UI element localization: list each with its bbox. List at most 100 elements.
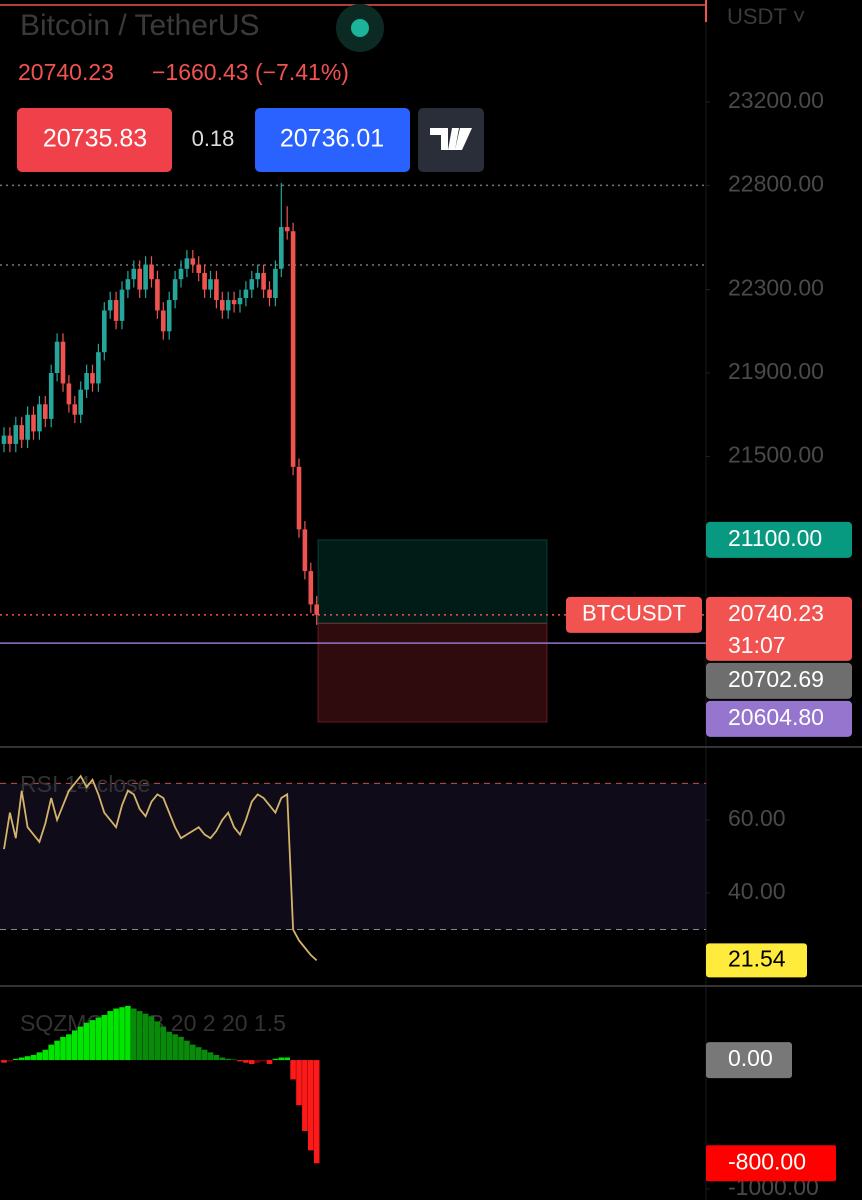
price-badge <box>706 521 852 558</box>
buy-button[interactable] <box>255 108 410 172</box>
momentum-bar <box>48 1044 54 1061</box>
y-tick-label: 23200.00 <box>728 87 824 113</box>
value-badge-label: 21.54 <box>728 945 786 971</box>
sell-price: 20735.83 <box>43 125 147 153</box>
candle-body <box>13 425 19 444</box>
candle-body <box>54 341 60 374</box>
candle-body <box>190 258 196 265</box>
candle-body <box>208 279 213 290</box>
candle-body <box>102 310 107 353</box>
momentum-bar <box>148 1016 155 1061</box>
momentum-bar <box>107 1011 113 1061</box>
momentum-bar <box>213 1054 220 1061</box>
momentum-bar <box>101 1014 108 1061</box>
value-badge <box>706 943 807 978</box>
candle-body <box>261 272 266 290</box>
momentum-bar <box>66 1034 72 1061</box>
candle-body <box>1 435 7 444</box>
y-tick-label: 22300.00 <box>728 275 824 301</box>
momentum-bar <box>249 1060 255 1064</box>
momentum-bar <box>184 1040 190 1061</box>
price-change: −1660.43 (−7.41%) <box>152 59 349 85</box>
momentum-bar <box>89 1020 96 1061</box>
momentum-bar <box>83 1022 90 1061</box>
momentum-bar <box>266 1060 273 1064</box>
momentum-bar <box>1 1060 7 1063</box>
sell-button[interactable] <box>17 108 172 172</box>
candle-body <box>237 297 243 305</box>
candle-body <box>284 227 290 232</box>
candle-body <box>279 227 284 269</box>
momentum-bar <box>72 1030 78 1061</box>
currency-selector[interactable]: USDT ˅ <box>727 4 805 29</box>
momentum-bar <box>278 1057 285 1061</box>
candle-body <box>72 404 78 415</box>
momentum-bar <box>308 1060 314 1151</box>
momentum-bar <box>119 1007 125 1061</box>
momentum-bar <box>131 1008 137 1061</box>
candle-body <box>143 264 148 290</box>
y-tick-label: 21900.00 <box>728 358 824 384</box>
candle-body <box>119 289 125 321</box>
candle-body <box>290 231 296 467</box>
candle-body <box>273 268 278 298</box>
candle-body <box>96 352 101 384</box>
last-price: 20740.23 <box>18 59 114 85</box>
price-badge-label: 21100.00 <box>728 525 822 551</box>
momentum-bar <box>201 1049 208 1061</box>
candle-body <box>60 341 66 384</box>
momentum-bar <box>113 1008 119 1061</box>
candle-body <box>155 279 160 311</box>
momentum-bar <box>60 1036 66 1061</box>
position-target <box>317 539 548 624</box>
candle-body <box>137 268 142 290</box>
momentum-bar <box>142 1013 149 1061</box>
candle-body <box>166 300 172 332</box>
candle-body <box>308 571 314 605</box>
candle-body <box>125 279 131 290</box>
candle-body <box>113 300 119 321</box>
position-stop <box>317 622 548 723</box>
candle-body <box>178 268 184 280</box>
momentum-bar <box>296 1060 302 1106</box>
value-badge <box>706 1145 836 1182</box>
momentum-bar <box>302 1060 308 1132</box>
momentum-bar <box>24 1056 31 1061</box>
price-badge-label: 20604.80 <box>728 704 824 730</box>
symbol-title: Bitcoin / TetherUS <box>20 9 260 42</box>
price-badge-label: 20702.69 <box>728 666 824 692</box>
y-tick-label: 22800.00 <box>728 170 824 196</box>
candle-body <box>202 272 207 290</box>
momentum-bar <box>172 1034 178 1061</box>
candle-body <box>107 300 113 311</box>
candle-body <box>84 373 89 390</box>
candle-body <box>220 300 225 311</box>
rsi-line <box>3 774 318 962</box>
momentum-bar <box>207 1052 214 1061</box>
momentum-bar <box>136 1011 143 1061</box>
price-badge-label: 20740.23 <box>728 600 824 626</box>
momentum-bar <box>231 1059 237 1061</box>
candle-body <box>249 279 255 290</box>
candle-body <box>19 425 24 440</box>
candle-body <box>48 373 54 419</box>
momentum-bar <box>254 1060 261 1063</box>
candle-body <box>78 389 83 415</box>
candle-body <box>267 289 272 298</box>
candle-body <box>196 264 201 273</box>
candle-body <box>243 289 249 298</box>
momentum-bar <box>36 1052 43 1061</box>
candle-body <box>296 466 302 530</box>
momentum-bar <box>154 1021 161 1061</box>
momentum-bar <box>77 1026 84 1061</box>
momentum-bar <box>166 1031 172 1061</box>
candle-body <box>25 414 30 440</box>
candle-body <box>43 404 48 419</box>
candle-body <box>149 264 154 280</box>
candle-body <box>172 279 178 301</box>
candle-body <box>90 373 95 384</box>
momentum-bar <box>219 1057 226 1061</box>
candle-body <box>314 604 319 615</box>
candle-body <box>66 383 72 405</box>
